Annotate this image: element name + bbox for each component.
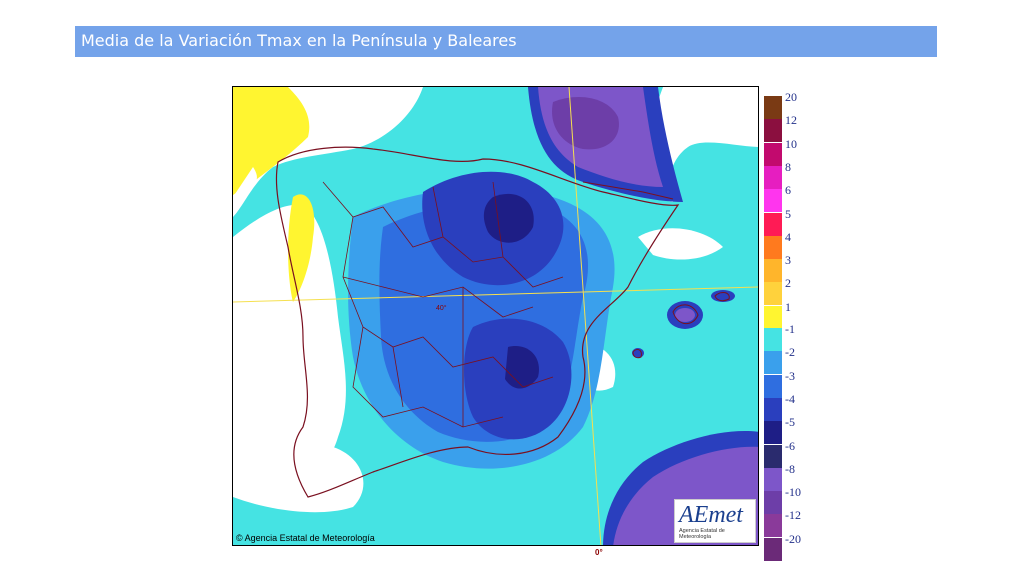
legend-swatch [764, 421, 782, 445]
legend-label: 3 [785, 253, 791, 268]
legend-swatch [764, 165, 782, 189]
legend-label: 10 [785, 136, 797, 151]
legend-label: 8 [785, 159, 791, 174]
legend-swatch [764, 514, 782, 538]
no-change-area-ne [643, 87, 758, 202]
legend-label: 20 [785, 90, 797, 104]
legend-label: 6 [785, 183, 791, 198]
legend-label: -12 [785, 508, 801, 523]
longitude-line [568, 87, 602, 545]
legend-swatch [764, 305, 782, 329]
legend-swatch [764, 491, 782, 515]
legend-label: 5 [785, 206, 791, 221]
latitude-label: 40° [436, 305, 447, 312]
legend-swatch [764, 212, 782, 236]
logo-sub: Agencia Estatal de Meteorología [679, 528, 725, 540]
cooling-area-5-north [483, 193, 534, 243]
legend-swatch [764, 444, 782, 468]
aemet-logo: AEmet Agencia Estatal de Meteorología [674, 499, 756, 543]
legend-label: 4 [785, 229, 791, 244]
legend-label: 1 [785, 299, 791, 314]
legend-label: -20 [785, 531, 801, 546]
legend-swatch [764, 235, 782, 259]
no-change-area-west [233, 204, 346, 490]
no-change-area-sw [233, 427, 364, 513]
legend-swatch [764, 96, 782, 119]
legend-label: -8 [785, 461, 795, 476]
longitude-label: 0° [595, 548, 603, 557]
legend-swatch [764, 259, 782, 283]
logo-main: AEmet [679, 502, 743, 528]
warm-area-galicia [288, 194, 315, 302]
legend-swatch [764, 351, 782, 375]
legend-swatch [764, 282, 782, 306]
legend-swatch [764, 397, 782, 421]
legend-label: -10 [785, 485, 801, 500]
legend-swatch [764, 374, 782, 398]
legend-label: 12 [785, 113, 797, 128]
legend-label: -6 [785, 438, 795, 453]
france-border [582, 181, 674, 200]
legend-swatch [764, 142, 782, 166]
legend-label: -2 [785, 345, 795, 360]
warm-area-nw [233, 87, 310, 195]
legend-label: -5 [785, 415, 795, 430]
map-canvas [233, 87, 758, 545]
legend-swatch [764, 189, 782, 213]
legend-swatch [764, 119, 782, 143]
color-legend: 20 12 10 8 6 5 4 3 2 1 -1 -2 -3 -4 -5 -6 -8 -10 -12 -20 [764, 91, 824, 561]
latitude-line [233, 286, 758, 303]
coastline [275, 146, 680, 498]
page-title: Media de la Variación Tmax en la Penínsu… [81, 31, 517, 50]
province-borders [322, 181, 564, 428]
title-bar: Media de la Variación Tmax en la Penínsu… [75, 26, 937, 57]
legend-label: -3 [785, 368, 795, 383]
legend-swatch [764, 328, 782, 351]
legend-label: -4 [785, 391, 795, 406]
temperature-map: © Agencia Estatal de Meteorología AEmet … [232, 86, 759, 546]
legend-label: -1 [785, 322, 795, 336]
no-change-area-med-1 [638, 228, 723, 260]
legend-swatch [764, 467, 782, 491]
legend-label: 2 [785, 276, 791, 291]
copyright-text: © Agencia Estatal de Meteorología [236, 533, 375, 543]
legend-swatch [764, 537, 782, 561]
